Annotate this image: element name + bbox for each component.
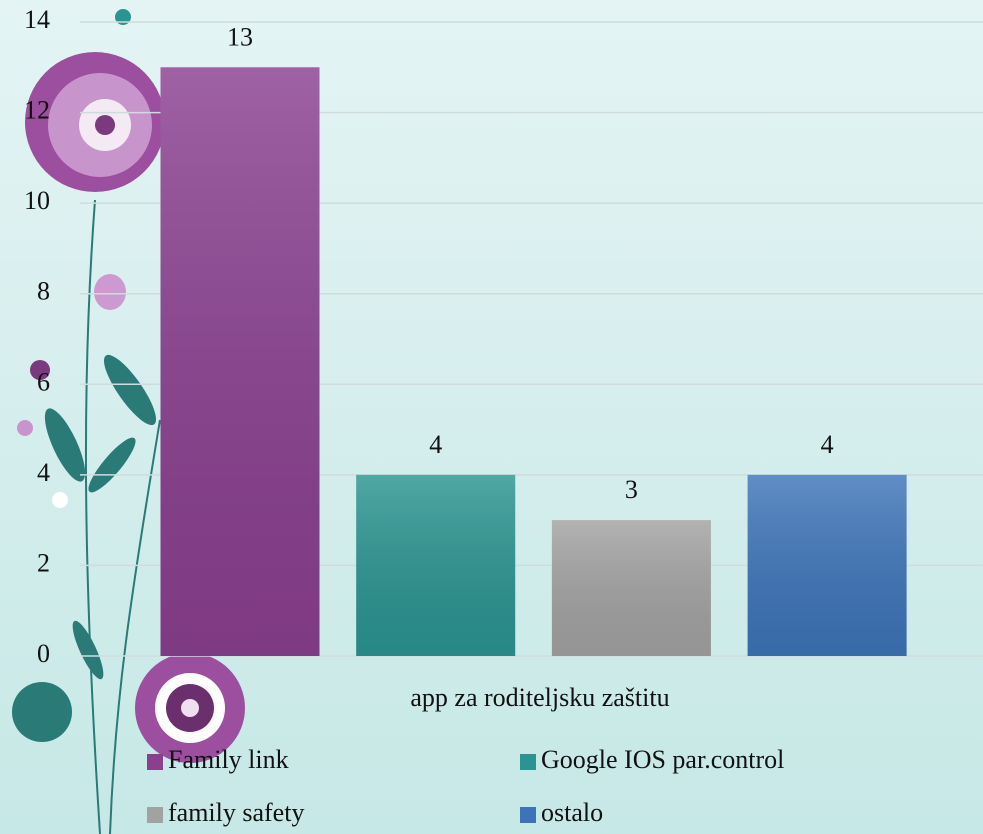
legend-label: Google IOS par.control bbox=[541, 745, 784, 774]
legend-label: Family link bbox=[168, 745, 289, 774]
data-label: 3 bbox=[625, 475, 638, 504]
bar-shade bbox=[161, 67, 320, 656]
y-tick-label: 6 bbox=[37, 367, 50, 396]
data-label: 13 bbox=[227, 22, 253, 51]
legend-label: family safety bbox=[168, 798, 304, 827]
y-tick-label: 12 bbox=[24, 96, 50, 125]
chart: app za roditeljsku zaštitu 0 2 4 6 8 10 12 14 13… bbox=[0, 0, 983, 834]
bar-shade bbox=[748, 475, 907, 656]
category-label: app za roditeljsku zaštitu bbox=[410, 683, 669, 712]
bar-shade bbox=[552, 520, 711, 656]
y-tick-label: 2 bbox=[37, 548, 50, 577]
y-tick-label: 4 bbox=[37, 458, 50, 487]
y-tick-label: 8 bbox=[37, 277, 50, 306]
legend-swatch bbox=[520, 754, 536, 770]
legend-swatch bbox=[147, 754, 163, 770]
data-label: 4 bbox=[429, 430, 442, 459]
y-tick-label: 0 bbox=[37, 639, 50, 668]
bar-shade bbox=[356, 475, 515, 656]
y-tick-label: 10 bbox=[24, 186, 50, 215]
legend-swatch bbox=[520, 807, 536, 823]
legend-label: ostalo bbox=[541, 798, 603, 827]
legend-swatch bbox=[147, 807, 163, 823]
y-tick-label: 14 bbox=[24, 5, 50, 34]
data-label: 4 bbox=[821, 430, 834, 459]
